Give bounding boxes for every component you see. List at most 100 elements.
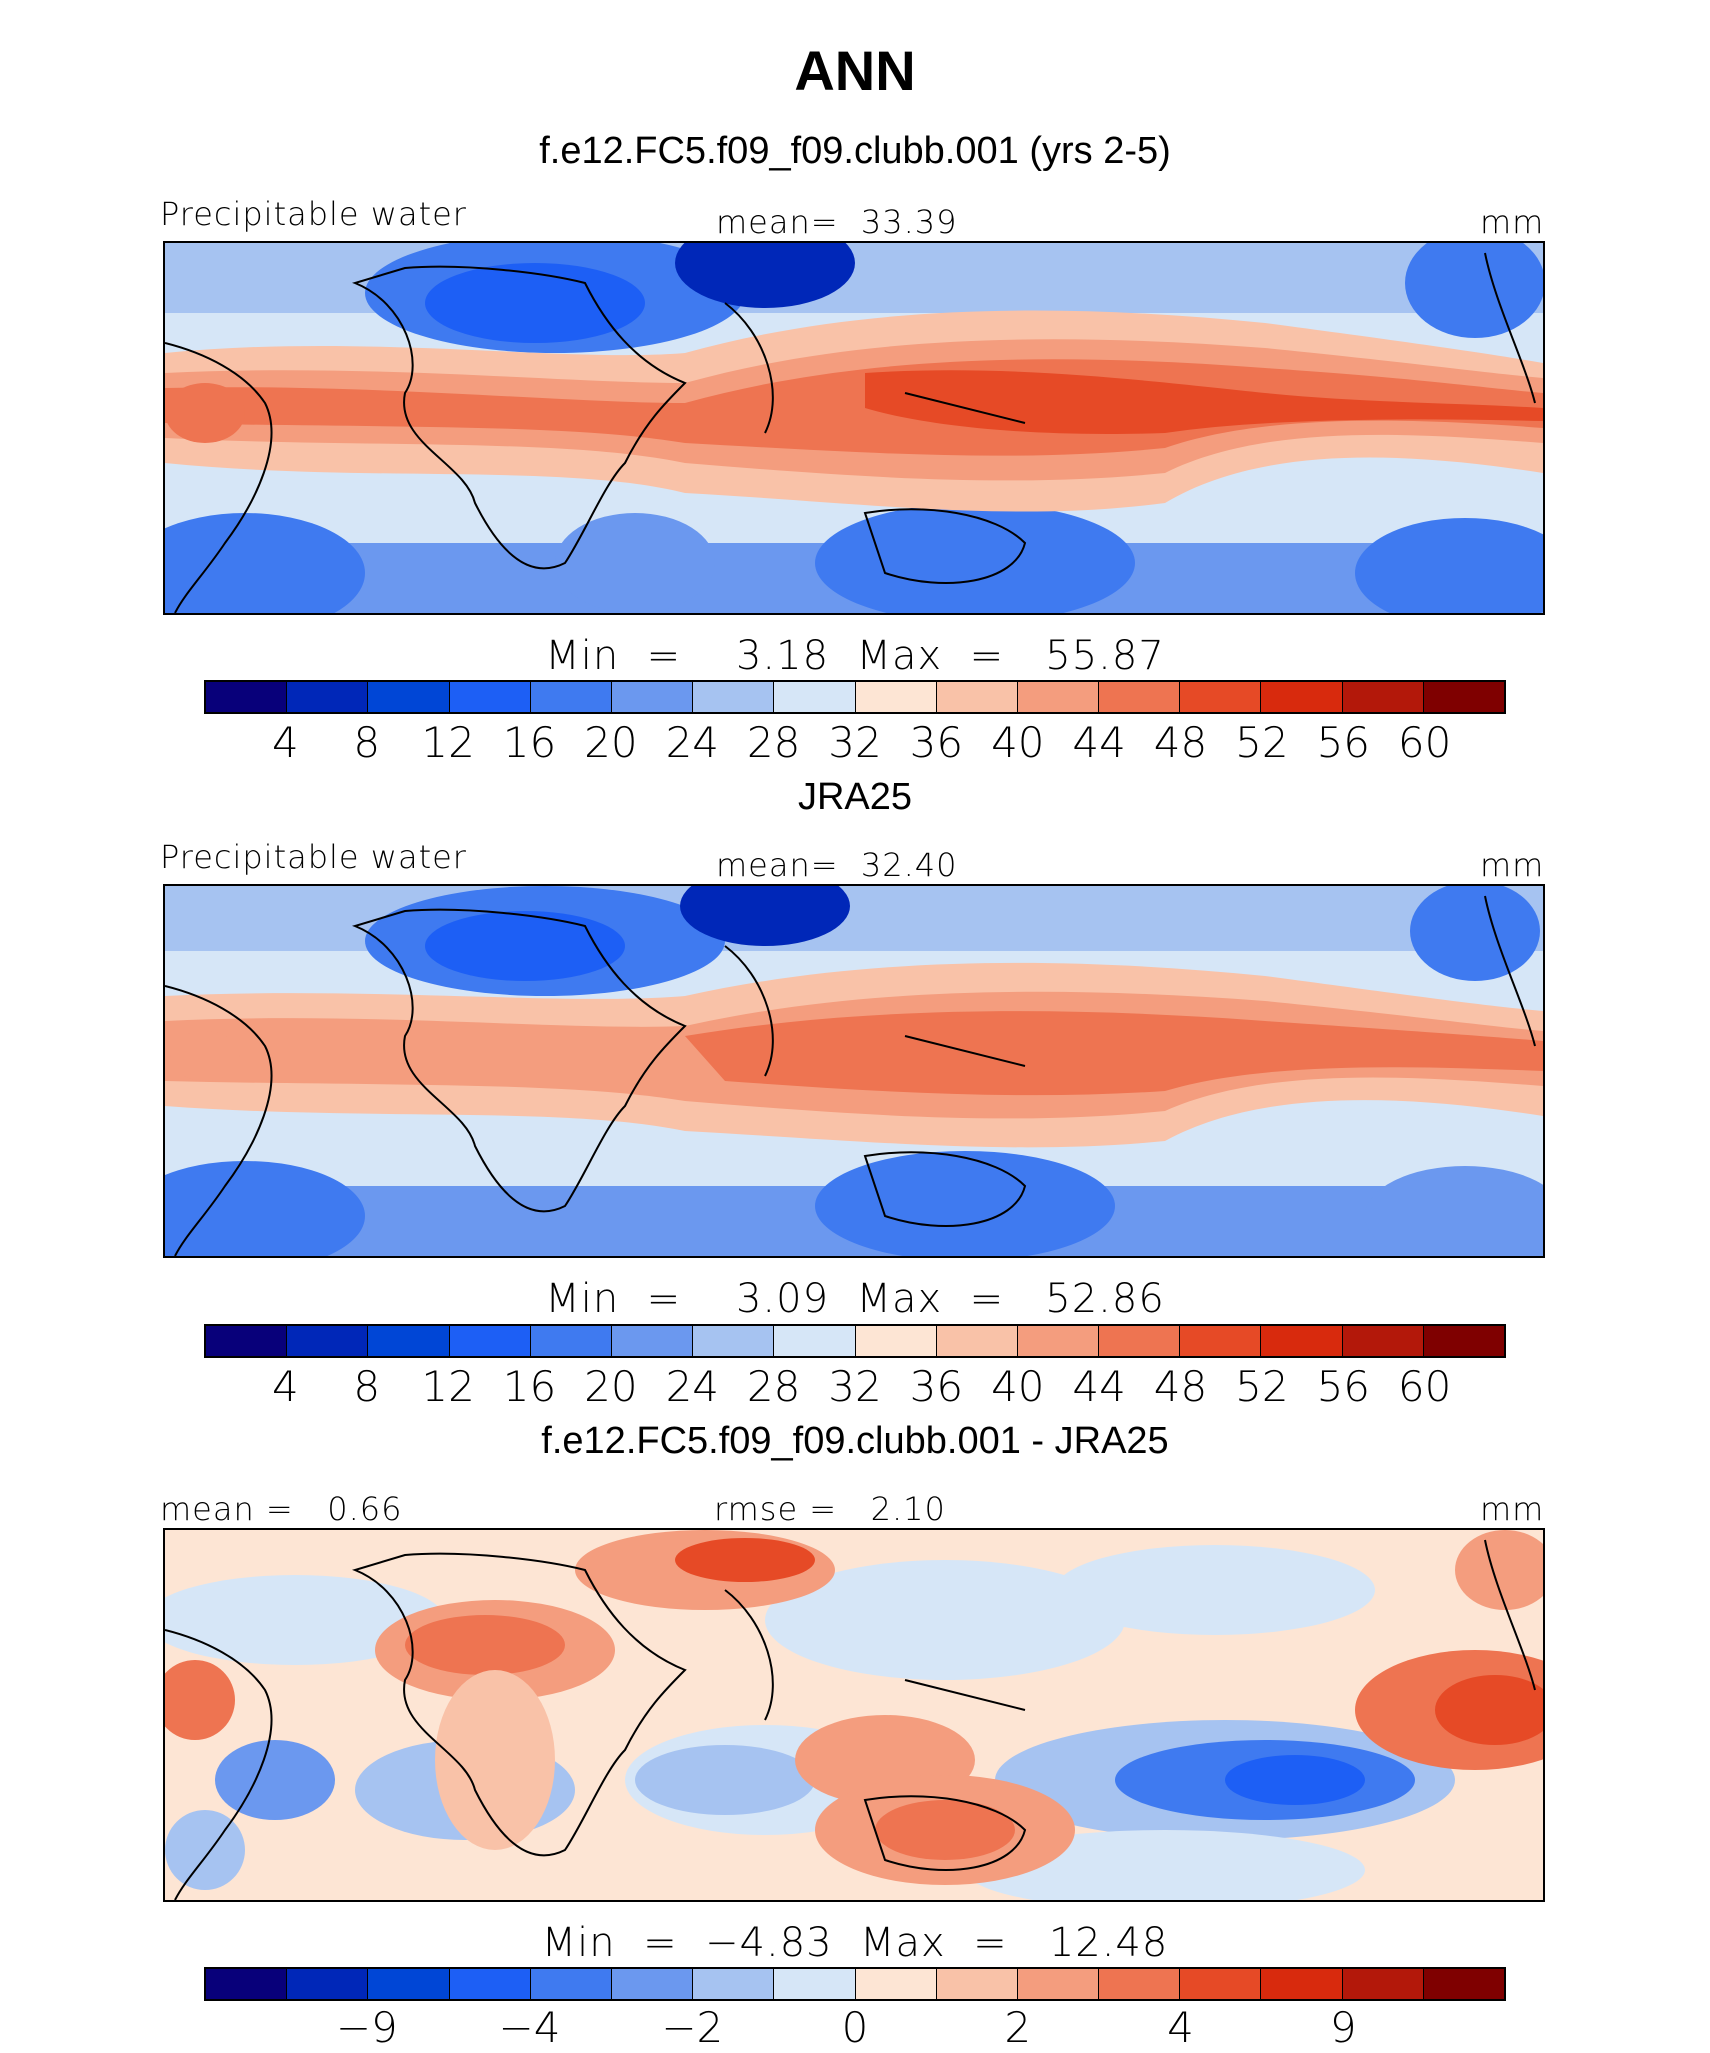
panel-title-obs: JRA25 [797,776,913,818]
colorbar-tick: 16 [502,718,557,767]
colorbar-cell [368,682,450,712]
colorbar-tick: 8 [353,1362,381,1411]
colorbar-ticks-obs: 4 8 12 16 20 24 28 32 36 40 44 48 52 56 … [204,1362,1506,1412]
variable-label-obs: Precipitable water [160,838,467,876]
colorbar-cell [1180,682,1262,712]
panel-title-diff: f.e12.FC5.f09_f09.clubb.001 - JRA25 [541,1420,1169,1462]
colorbar-cell [1423,1969,1504,1999]
colorbar-cell [936,1969,1018,1999]
colorbar-cell [611,682,694,712]
map-model [163,241,1545,615]
colorbar-cell [1099,682,1181,712]
colorbar-cell [936,1326,1018,1356]
colorbar-diff [204,1967,1506,2001]
main-title: ANN [794,39,916,102]
variable-label-model: Precipitable water [160,195,467,233]
colorbar-tick: 32 [828,718,882,767]
colorbar-cell [530,1969,612,1999]
colorbar-tick: 44 [1072,718,1126,767]
map-obs [163,884,1545,1258]
colorbar-tick: 9 [1329,2003,1357,2052]
colorbar-cell [530,682,612,712]
colorbar-tick: 52 [1235,718,1289,767]
colorbar-tick: 12 [421,1362,475,1411]
colorbar-cell [1342,682,1424,712]
colorbar-tick: −2 [661,2003,724,2052]
mean-label-model: mean= 33.39 [716,203,958,241]
colorbar-tick: 36 [909,718,964,767]
colorbar-cell [774,1969,856,1999]
colorbar-tick: 20 [584,718,638,767]
colorbar-tick: 12 [421,718,475,767]
colorbar-tick: 8 [353,718,381,767]
colorbar-cell [855,1326,937,1356]
colorbar-cell [206,682,288,712]
colorbar-tick: 36 [909,1362,964,1411]
colorbar-cell [449,682,531,712]
colorbar-cell [449,1969,531,1999]
units-label-diff: mm [1480,1490,1545,1528]
colorbar-tick: 52 [1235,1362,1289,1411]
colorbar-cell [1180,1326,1262,1356]
colorbar-tick: −9 [335,2003,398,2052]
colorbar-tick: 24 [665,718,720,767]
colorbar-tick: 4 [272,1362,299,1411]
colorbar-cell [449,1326,531,1356]
colorbar-tick: 16 [502,1362,557,1411]
colorbar-cell [1099,1326,1181,1356]
colorbar-tick: 60 [1397,718,1452,767]
mean-label-diff: mean = 0.66 [160,1490,403,1528]
colorbar-cell [287,1969,369,1999]
minmax-label-model: Min = 3.18 Max = 55.87 [545,633,1165,679]
colorbar-cell [611,1326,694,1356]
colorbar-cell [206,1326,288,1356]
colorbar-tick: 60 [1397,1362,1452,1411]
colorbar-cell [287,682,369,712]
colorbar-ticks-model: 4 8 12 16 20 24 28 32 36 40 44 48 52 56 … [204,718,1506,768]
colorbar-tick: 28 [746,718,801,767]
colorbar-cell [1423,1326,1504,1356]
colorbar-cell [693,682,775,712]
colorbar-model [204,680,1506,714]
colorbar-tick: 32 [828,1362,882,1411]
rmse-label-diff: rmse = 2.10 [714,1490,946,1528]
colorbar-cell [611,1969,694,1999]
colorbar-cell [1017,682,1100,712]
colorbar-cell [693,1326,775,1356]
units-label-obs: mm [1480,846,1545,884]
colorbar-cell [1017,1969,1100,1999]
colorbar-tick: 48 [1153,718,1208,767]
mean-label-obs: mean= 32.40 [716,846,958,884]
colorbar-cell [1261,682,1343,712]
colorbar-cell [1261,1326,1343,1356]
colorbar-tick: 44 [1072,1362,1126,1411]
colorbar-cell [287,1326,369,1356]
colorbar-tick: 40 [991,1362,1045,1411]
colorbar-tick: 40 [991,718,1045,767]
colorbar-tick: 0 [841,2003,869,2052]
units-label-model: mm [1480,203,1545,241]
colorbar-cell [774,682,856,712]
colorbar-cell [774,1326,856,1356]
colorbar-tick: 4 [272,718,299,767]
colorbar-cell [206,1969,288,1999]
minmax-label-obs: Min = 3.09 Max = 52.86 [545,1276,1165,1322]
colorbar-cell [855,682,937,712]
colorbar-cell [368,1969,450,1999]
minmax-label-diff: Min = −4.83 Max = 12.48 [541,1920,1169,1966]
colorbar-cell [1180,1969,1262,1999]
colorbar-tick: 56 [1316,1362,1371,1411]
colorbar-cell [1017,1326,1100,1356]
colorbar-tick: 28 [746,1362,801,1411]
colorbar-cell [368,1326,450,1356]
colorbar-cell [936,682,1018,712]
colorbar-cell [1423,682,1504,712]
colorbar-tick: 56 [1316,718,1371,767]
colorbar-cell [1099,1969,1181,1999]
colorbar-tick: 20 [584,1362,638,1411]
colorbar-tick: 24 [665,1362,720,1411]
colorbar-cell [1261,1969,1343,1999]
colorbar-ticks-diff: −9 −4 −2 0 2 4 9 [204,2003,1506,2053]
colorbar-obs [204,1324,1506,1358]
colorbar-cell [855,1969,937,1999]
